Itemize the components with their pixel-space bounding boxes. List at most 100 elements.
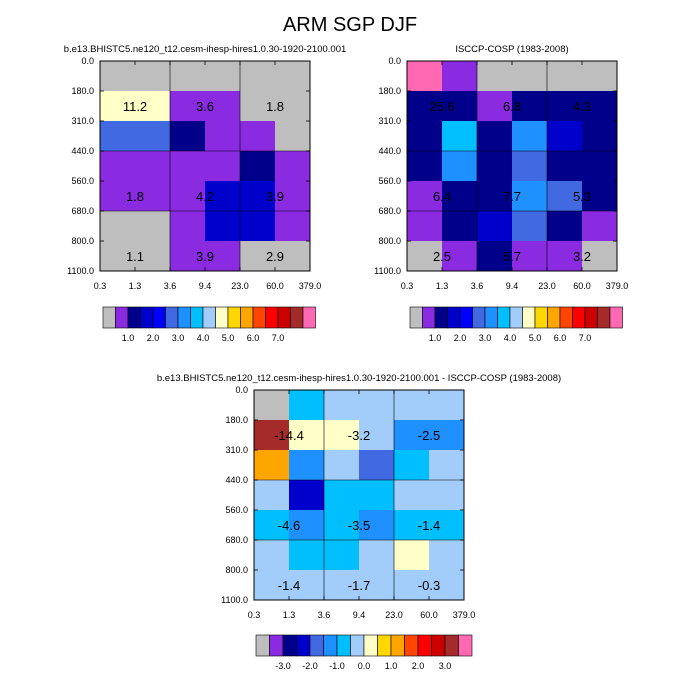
- heatmap-cell: [289, 390, 325, 421]
- x-tick-label: 379.0: [299, 281, 322, 291]
- panel-isccp-heatmap: ISCCP-COSP (1983-2008) 0.0 180.0 310.0 440.0…: [374, 44, 628, 343]
- y-tick-label: 440.0: [378, 146, 401, 156]
- heatmap-cell: [359, 540, 395, 571]
- x-tick-label: 60.0: [420, 610, 438, 620]
- y-tick-label: 1100.0: [221, 595, 248, 605]
- heatmap-cell: [289, 480, 325, 511]
- heatmap-cell: [394, 480, 430, 511]
- colorbar-swatch: [497, 306, 511, 329]
- heatmap-cell: [407, 121, 443, 152]
- heatmap-cell: [205, 181, 241, 212]
- colorbar-swatch: [227, 306, 241, 329]
- colorbar-swatch: [572, 306, 586, 329]
- heatmap-cell: [442, 211, 478, 242]
- heatmap-cell: [582, 121, 618, 152]
- heatmap-cell: [582, 151, 618, 182]
- cell-value-label: 25.6: [429, 99, 454, 114]
- heatmap-cell: [477, 121, 513, 152]
- colorbar: 1.0 2.0 3.0 4.0 5.0 6.0 7.0: [102, 306, 316, 343]
- x-tick-label: 1.3: [436, 281, 449, 291]
- colorbar-label: 3.0: [439, 661, 452, 671]
- heatmap-cell: [394, 420, 430, 451]
- colorbar-label: 2.0: [147, 333, 160, 343]
- colorbar-label: 4.0: [504, 333, 517, 343]
- colorbar-swatch: [547, 306, 561, 329]
- x-tick-label: 1.3: [283, 610, 296, 620]
- colorbar-swatch: [434, 306, 448, 329]
- heatmap-cell: [582, 61, 618, 92]
- cell-value-label: 11.2: [123, 99, 147, 114]
- x-tick-label: 3.6: [471, 281, 484, 291]
- colorbar-swatch: [559, 306, 573, 329]
- heatmap-cell: [394, 450, 430, 481]
- colorbar-swatch: [215, 306, 229, 329]
- cell-value-label: -1.7: [348, 578, 370, 593]
- heatmap-cell: [547, 211, 583, 242]
- heatmap-cell: [442, 241, 478, 272]
- heatmap-cell: [254, 390, 290, 421]
- cell-value-label: -3.5: [348, 518, 370, 533]
- colorbar-swatch: [444, 634, 459, 657]
- cell-value-label: 4.2: [196, 189, 214, 204]
- heatmap-cell: [289, 540, 325, 571]
- colorbar-swatch: [202, 306, 216, 329]
- heatmap-cell: [429, 420, 465, 451]
- heatmap-cell: [275, 181, 311, 212]
- colorbar-swatch: [534, 306, 548, 329]
- colorbar-swatch: [431, 634, 446, 657]
- heatmap-cell: [582, 91, 618, 122]
- heatmap-cell: [135, 211, 171, 242]
- y-tick-label: 0.0: [81, 56, 94, 66]
- colorbar-label: 3.0: [172, 333, 185, 343]
- heatmap-cell: [429, 570, 465, 601]
- heatmap-cell: [135, 181, 171, 212]
- heatmap-cell: [289, 420, 325, 451]
- colorbar-swatch: [409, 306, 423, 329]
- colorbar-label: -3.0: [275, 661, 291, 671]
- x-tick-label: 60.0: [266, 281, 284, 291]
- cell-value-label: 6.4: [433, 189, 451, 204]
- x-tick-label: 3.6: [318, 610, 331, 620]
- colorbar-swatch: [265, 306, 279, 329]
- colorbar-swatch: [609, 306, 623, 329]
- colorbar-label: 7.0: [272, 333, 285, 343]
- heatmap-cell: [512, 211, 548, 242]
- x-tick-label: 9.4: [199, 281, 212, 291]
- heatmap-cell: [170, 121, 206, 152]
- cell-value-label: -3.2: [348, 428, 370, 443]
- x-tick-label: 23.0: [385, 610, 403, 620]
- cell-value-label: -1.4: [278, 578, 300, 593]
- heatmap-cell: [547, 91, 583, 122]
- colorbar-swatch: [296, 634, 311, 657]
- colorbar-swatch: [597, 306, 611, 329]
- colorbar-swatch: [584, 306, 598, 329]
- cell-value-label: -2.5: [418, 428, 440, 443]
- heatmap-cell: [407, 151, 443, 182]
- heatmap-cell: [359, 450, 395, 481]
- heatmap-cell: [275, 61, 311, 92]
- heatmap-cell: [429, 480, 465, 511]
- heatmap-cell: [205, 241, 241, 272]
- heatmap-cell: [254, 570, 290, 601]
- heatmap-cell: [254, 510, 290, 541]
- heatmap-cell: [324, 510, 360, 541]
- heatmap-cell: [407, 91, 443, 122]
- heatmap-cell: [324, 390, 360, 421]
- colorbar-label: -2.0: [302, 661, 318, 671]
- x-tick-label: 0.3: [401, 281, 414, 291]
- heatmap-cell: [205, 91, 241, 122]
- colorbar-label: 4.0: [197, 333, 210, 343]
- heatmap-cell: [170, 181, 206, 212]
- colorbar-swatch: [336, 634, 351, 657]
- panel-title: ISCCP-COSP (1983-2008): [455, 44, 568, 55]
- heatmap-cell: [205, 61, 241, 92]
- heatmap-cell: [275, 151, 311, 182]
- cell-value-label: 5.3: [573, 189, 591, 204]
- heatmap-cell: [275, 241, 311, 272]
- colorbar-swatch: [290, 306, 304, 329]
- colorbar-swatch: [102, 306, 116, 329]
- colorbar-swatch: [115, 306, 129, 329]
- heatmap-cell: [359, 570, 395, 601]
- heatmap-cell: [170, 241, 206, 272]
- cell-value-label: 1.1: [126, 249, 144, 264]
